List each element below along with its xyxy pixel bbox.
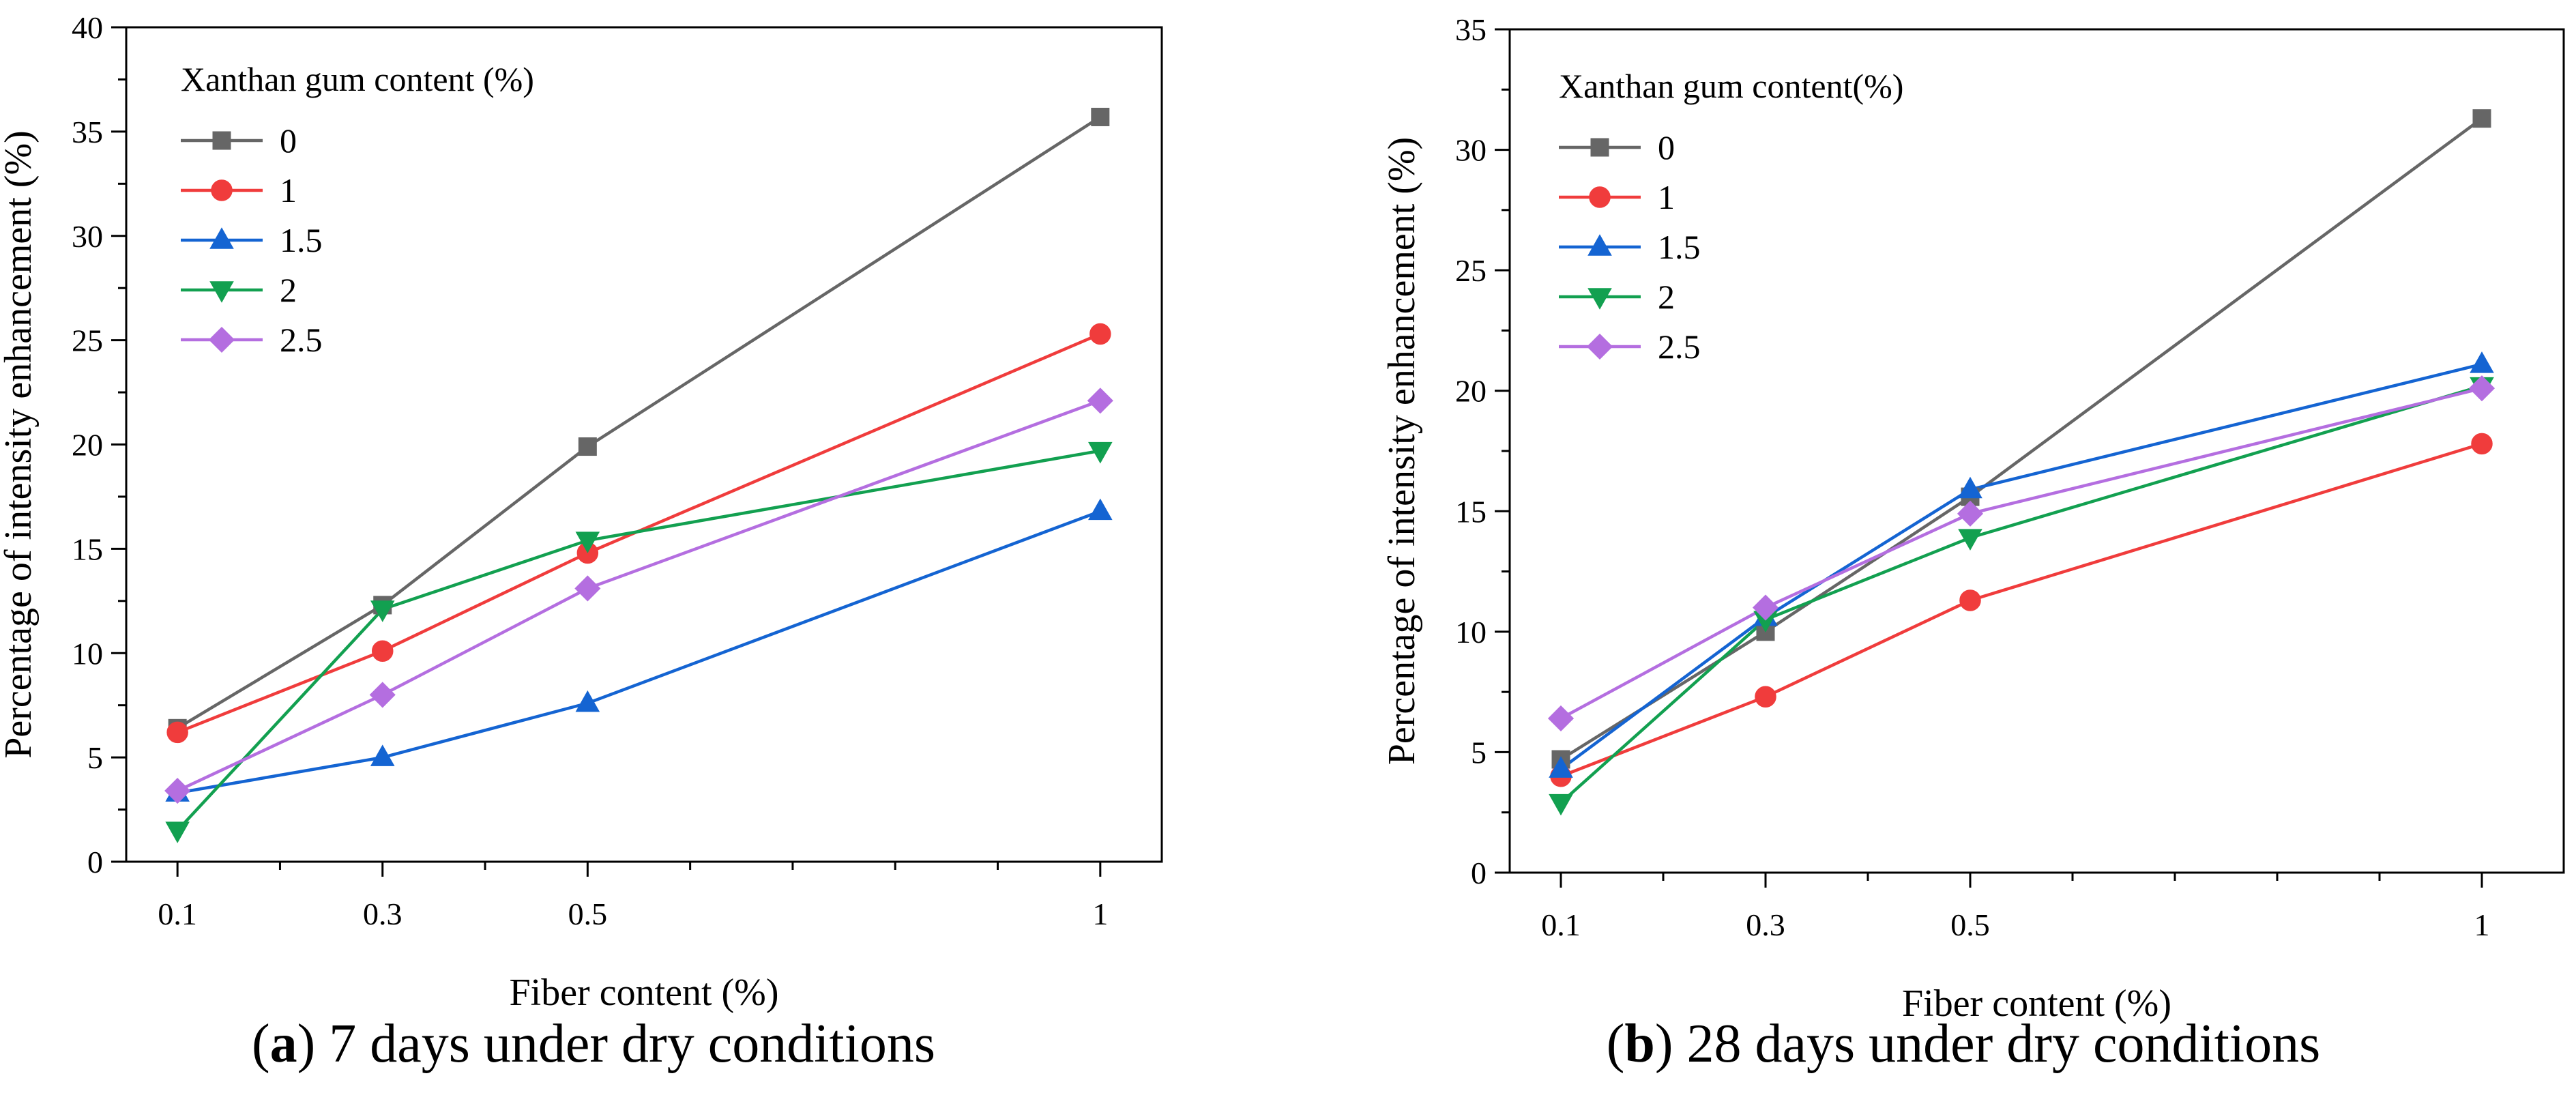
chart-b-legend-label: 1.5 <box>1658 228 1701 266</box>
chart-b-legend-marker <box>1587 234 1612 256</box>
caption-a: (a) 7 days under dry conditions <box>252 1014 935 1074</box>
chart-a-y-tick-label: 0 <box>87 845 103 879</box>
chart-b-y-tick-label: 25 <box>1455 253 1487 288</box>
chart-b-series-2-point <box>1958 529 1982 551</box>
chart-b-series-0-line <box>1560 117 2483 761</box>
chart-a-series-2.5-point <box>164 777 191 804</box>
chart-b-series-1.5-point <box>1958 476 1982 499</box>
chart-a-legend-marker <box>211 179 233 201</box>
chart-a-series-1-point <box>1089 323 1111 345</box>
chart-a-y-tick-label: 25 <box>72 323 103 358</box>
chart-b-y-tick-label: 15 <box>1455 494 1487 529</box>
chart-a-legend-title: Xanthan gum content (%) <box>181 60 534 98</box>
chart-a-x-tick-label: 0.3 <box>363 897 402 931</box>
chart-a-series-2.5-point <box>1087 388 1113 414</box>
chart-a-series-2-point <box>370 600 395 622</box>
chart-a-series-1-point <box>166 721 188 744</box>
chart-b-series-2.5-point <box>1752 594 1779 621</box>
chart-b-series-0-point <box>2472 109 2491 128</box>
chart-a-series-1.5-point <box>575 690 600 712</box>
chart-b-series-1.5-line <box>1560 362 2483 770</box>
chart-a-series-2.5-point <box>574 575 601 602</box>
chart-a-legend-label: 2 <box>280 271 297 309</box>
chart-a-x-tick-label: 0.5 <box>568 897 608 931</box>
chart-a-y-axis-label: Percentage of intensity enhancement (%) <box>0 130 40 759</box>
caption-b-text: 28 days under dry conditions <box>1673 1014 2321 1074</box>
chart-b-legend-marker <box>1589 186 1611 208</box>
chart-b-legend-label: 1 <box>1658 178 1675 216</box>
chart-b-legend-label: 2.5 <box>1658 327 1701 366</box>
chart-a-y-tick-label: 40 <box>72 10 103 45</box>
chart-a-legend-label: 1 <box>280 171 297 209</box>
chart-a-series-1-point <box>371 640 394 662</box>
chart-a-legend-marker <box>208 326 235 353</box>
chart-b-legend-marker <box>1586 333 1613 360</box>
chart-b-x-axis-label: Fiber content (%) <box>1902 982 2171 1025</box>
chart-b-x-tick-label: 1 <box>2474 907 2490 942</box>
chart-b-series-2-line <box>1560 384 2483 804</box>
chart-a-series-2-point <box>165 821 190 843</box>
chart-b-x-tick-label: 0.5 <box>1950 907 1990 942</box>
chart-a-y-tick-label: 15 <box>72 531 103 566</box>
chart-b-legend-title: Xanthan gum content(%) <box>1559 67 1903 105</box>
chart-b-x-tick-label: 0.1 <box>1541 907 1581 942</box>
chart-b-series-1-point <box>1959 589 1981 611</box>
chart-b-series-1-line <box>1560 442 2483 778</box>
chart-a-y-tick-label: 10 <box>72 636 103 671</box>
chart-b-y-axis-label: Percentage of intensity enhancement (%) <box>1381 137 1423 766</box>
chart-a-series-1.5-point <box>1088 498 1113 521</box>
caption-a-letter: a <box>270 1014 297 1074</box>
chart-a-y-tick-label: 20 <box>72 428 103 463</box>
chart-a-series-0-line <box>176 115 1102 730</box>
chart-a-x-tick-label: 0.1 <box>158 897 197 931</box>
caption-b-letter: b <box>1624 1014 1655 1074</box>
chart-b-y-tick-label: 5 <box>1471 735 1487 770</box>
chart-b-y-tick-label: 30 <box>1455 133 1487 168</box>
chart-a-series-2.5-point <box>369 682 396 708</box>
chart-b-y-tick-label: 35 <box>1455 12 1487 47</box>
chart-b-legend-label: 2 <box>1658 278 1675 316</box>
chart-a-series-2-point <box>575 531 600 553</box>
chart-b-y-tick-label: 10 <box>1455 615 1487 650</box>
chart-a-x-axis-label: Fiber content (%) <box>510 972 779 1014</box>
chart-b-series-2.5-point <box>1957 500 1984 527</box>
caption-b: (b) 28 days under dry conditions <box>1607 1014 2321 1074</box>
chart-a-series-2-line <box>176 449 1101 832</box>
chart-b-series-1.5-point <box>1549 756 1573 778</box>
chart-b-series-2-point <box>1549 793 1573 816</box>
chart-b-series-1-point <box>2471 433 2493 455</box>
chart-a-series-1.5-line <box>177 510 1101 795</box>
chart-b-series-2.5-point <box>2468 375 2496 402</box>
chart-a-legend-label: 2.5 <box>280 321 323 359</box>
caption-a-text: 7 days under dry conditions <box>315 1014 935 1074</box>
chart-b-y-tick-label: 20 <box>1455 374 1487 409</box>
chart-a-legend-label: 0 <box>280 121 297 160</box>
chart-b-series-2.5-line <box>1560 386 2483 720</box>
chart-a-y-tick-label: 30 <box>72 219 103 254</box>
chart-b-series-1.5-point <box>2470 351 2494 373</box>
chart-a-series-1-line <box>177 332 1101 734</box>
chart-a-series-2-point <box>1088 441 1113 464</box>
chart-b-y-tick-label: 0 <box>1471 856 1487 890</box>
chart-a-series-0-point <box>1091 107 1110 126</box>
chart-b-legend-marker <box>1587 288 1612 310</box>
chart-a-y-tick-label: 35 <box>72 115 103 149</box>
chart-a-series-0-point <box>578 437 597 456</box>
chart-a-legend-label: 1.5 <box>280 221 323 259</box>
chart-a-legend-marker <box>209 227 234 249</box>
chart-a-y-tick-label: 5 <box>87 740 103 775</box>
chart-b-legend-marker <box>1590 138 1609 157</box>
chart-a-legend-marker <box>212 131 231 150</box>
chart-a-x-tick-label: 1 <box>1092 897 1108 931</box>
chart-a-legend-marker <box>209 281 234 303</box>
chart-b-legend-label: 0 <box>1658 128 1675 166</box>
chart-a-series-1.5-point <box>370 744 395 766</box>
chart-b-x-tick-label: 0.3 <box>1746 907 1785 942</box>
chart-a-series-2.5-line <box>177 399 1101 793</box>
chart-b-series-2.5-point <box>1547 705 1575 732</box>
chart-b-series-1-point <box>1755 686 1776 708</box>
